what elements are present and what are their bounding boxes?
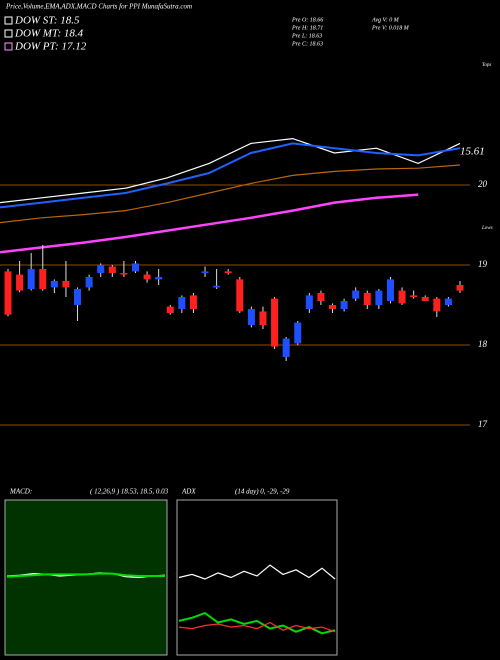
candle-body <box>329 305 337 309</box>
candle-body <box>143 274 151 280</box>
series-line <box>178 564 336 580</box>
candle-body <box>108 266 116 273</box>
series-line <box>6 572 165 578</box>
info-text: Pre L: 18.63 <box>291 33 322 39</box>
candle-body <box>294 322 302 344</box>
legend-label: DOW ST: 18.5 <box>14 15 80 27</box>
info-text: Pre V: 0.018 M <box>371 25 410 31</box>
candle-body <box>421 297 429 301</box>
series-line <box>178 621 336 633</box>
y-tick-label: 18 <box>478 339 488 349</box>
candle-body <box>363 293 371 305</box>
candle-body <box>62 281 70 288</box>
info-text: Pre H: 18.71 <box>291 25 323 31</box>
candle-body <box>201 271 209 273</box>
y-tick-label: 19 <box>478 259 488 269</box>
candle-body <box>236 279 244 312</box>
candle-body <box>16 274 24 291</box>
candle-body <box>398 290 406 304</box>
candle-body <box>352 290 360 299</box>
y-tick-label: 17 <box>478 419 488 429</box>
annotation: Lows <box>481 226 493 231</box>
candle-body <box>271 298 279 347</box>
annotation: 15.61 <box>460 146 485 158</box>
info-text: Pre C: 18.63 <box>291 41 323 47</box>
candle-body <box>85 277 93 288</box>
candle-body <box>224 271 232 273</box>
info-text: Pre O: 18.66 <box>291 17 323 23</box>
candle-body <box>433 298 441 312</box>
info-text: Avg V: 0 M <box>371 17 400 23</box>
series-line <box>0 142 461 209</box>
candle-body <box>166 306 174 313</box>
candle-body <box>189 295 197 309</box>
candle-body <box>213 285 221 288</box>
candle-body <box>97 265 105 273</box>
candle-body <box>259 311 267 325</box>
candle-body <box>375 290 383 305</box>
legend-swatch <box>4 29 13 38</box>
legend-label: DOW MT: 18.4 <box>14 28 84 40</box>
series-line <box>0 137 461 204</box>
candle-body <box>247 309 255 325</box>
candle-body <box>131 263 139 272</box>
series-line <box>0 164 461 224</box>
candle-body <box>50 281 58 288</box>
candle-body <box>340 301 348 309</box>
candle-body <box>386 279 394 301</box>
candle-body <box>155 277 163 280</box>
candle-body <box>305 295 313 309</box>
panel-title: ADX <box>181 488 196 496</box>
candle-body <box>39 269 47 289</box>
legend-swatch <box>4 16 13 25</box>
candle-body <box>4 271 12 315</box>
candle-body <box>410 295 418 297</box>
chart-title: Price,Volume,EMA,ADX,MACD Charts for PPI… <box>5 3 192 11</box>
annotation: Tops <box>482 63 491 68</box>
candle-body <box>444 298 452 305</box>
series-line <box>0 193 419 254</box>
legend-swatch <box>4 42 13 51</box>
series-line <box>178 611 336 635</box>
panel-subtitle: ( 12,26,9 ) 18.53, 18.5, 0.03 <box>90 488 169 496</box>
candle-body <box>27 269 35 289</box>
candle-body <box>317 293 325 301</box>
legend-label: DOW PT: 17.12 <box>14 41 87 53</box>
candle-body <box>282 338 290 357</box>
candle-body <box>178 297 186 309</box>
candle-body <box>456 285 464 291</box>
y-tick-label: 20 <box>478 179 488 189</box>
candle-body <box>74 289 82 305</box>
panel-subtitle: (14 day) 0, -29, -29 <box>235 488 290 496</box>
candle-body <box>120 273 128 275</box>
panel-title: MACD: <box>9 488 32 496</box>
